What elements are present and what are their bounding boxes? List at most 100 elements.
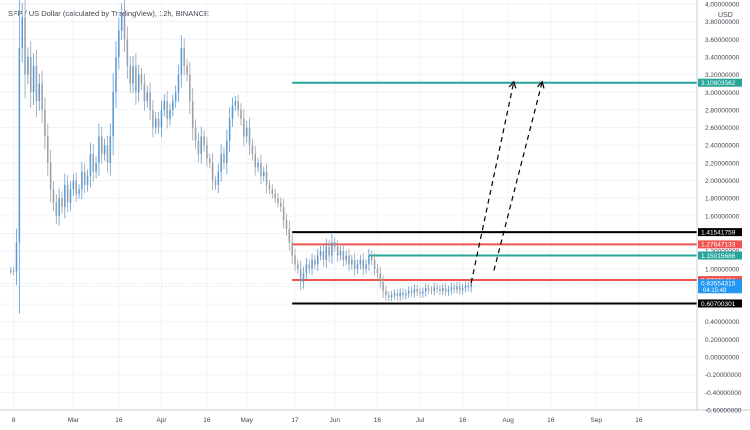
- candle-body: [58, 198, 60, 216]
- candle-body: [376, 268, 379, 274]
- candle-body: [339, 251, 342, 256]
- candle-body: [21, 17, 23, 49]
- candle-body: [342, 251, 345, 260]
- candle-body: [217, 171, 220, 185]
- candle-body: [424, 288, 427, 292]
- candle-body: [95, 162, 97, 172]
- candle-body: [47, 136, 49, 163]
- candle-body: [18, 48, 21, 243]
- candle-body: [49, 162, 52, 190]
- price-tick-label: 1.60000000: [705, 213, 740, 220]
- candle-body: [399, 292, 401, 297]
- candle-body: [265, 171, 268, 185]
- time-tick-label: 16: [115, 417, 123, 424]
- price-tick-label: 3.80000000: [705, 19, 740, 26]
- candle-body: [24, 17, 26, 75]
- price-tick-label: 2.80000000: [705, 107, 740, 114]
- candle-body: [120, 12, 123, 31]
- price-tick-label: 3.00000000: [705, 90, 740, 97]
- candle-body: [180, 48, 183, 75]
- candle-body: [194, 127, 197, 141]
- price-tick-label: 2.40000000: [705, 143, 740, 150]
- candle-body: [183, 48, 185, 66]
- price-tick-label: -0.60000000: [705, 408, 742, 415]
- candle-body: [81, 171, 83, 190]
- candle-body: [15, 242, 18, 272]
- candle-body: [353, 259, 356, 269]
- candle-body: [467, 285, 470, 288]
- price-tick-label: 2.00000000: [705, 178, 740, 185]
- candle-body: [41, 83, 43, 110]
- candle-body: [328, 246, 330, 256]
- candle-body: [52, 189, 55, 203]
- price-tick-label: -0.20000000: [705, 372, 742, 379]
- candle-body: [55, 202, 58, 216]
- candle-body: [302, 273, 305, 283]
- candle-body: [223, 154, 225, 163]
- candle-body: [189, 74, 191, 102]
- candle-body: [75, 180, 77, 194]
- candle-body: [260, 162, 262, 177]
- candle-body: [322, 251, 325, 260]
- candle-body: [243, 118, 245, 137]
- candle-body: [311, 259, 313, 269]
- level-price-label: 1.27647133: [701, 242, 736, 249]
- candle-body: [211, 162, 214, 181]
- candle-body: [12, 270, 15, 272]
- candle-body: [427, 288, 430, 290]
- level-price-label: 1.41541759: [701, 229, 736, 236]
- candle-body: [282, 207, 285, 221]
- candle-body: [231, 105, 234, 119]
- candle-body: [439, 289, 441, 291]
- candle-body: [257, 162, 259, 168]
- candle-body: [248, 127, 251, 146]
- candle-body: [200, 136, 203, 155]
- symbol-title: SFP / US Dollar (calculated by TradingVi…: [8, 9, 210, 18]
- candle-body: [32, 65, 35, 93]
- candle-body: [64, 184, 66, 207]
- candle-body: [240, 109, 242, 119]
- candle-body: [436, 287, 438, 290]
- candle-body: [103, 145, 106, 155]
- current-price-label-bg: [698, 279, 742, 294]
- candle-body: [419, 291, 421, 294]
- candle-body: [405, 293, 407, 296]
- candle-body: [69, 189, 72, 203]
- candle-body: [208, 158, 211, 163]
- candle-body: [237, 101, 239, 110]
- candle-body: [299, 268, 302, 283]
- time-tick-label: 17: [291, 417, 299, 424]
- candle-body: [444, 288, 447, 292]
- candle-body: [294, 255, 296, 265]
- candle-body: [331, 242, 333, 256]
- candle-body: [112, 92, 114, 137]
- price-tick-label: 4.00000000: [705, 2, 740, 9]
- level-price-label: 0.60700301: [701, 301, 736, 308]
- projection-arrow-line[interactable]: [470, 81, 515, 284]
- candle-body: [245, 127, 248, 137]
- projection-arrow-line[interactable]: [493, 81, 543, 271]
- candle-body: [368, 255, 370, 265]
- candle-body: [334, 242, 336, 247]
- candle-body: [393, 293, 396, 296]
- candle-body: [126, 39, 129, 66]
- time-tick-label: 16: [459, 417, 467, 424]
- candle-body: [291, 242, 293, 256]
- price-tick-label: 0.20000000: [705, 337, 740, 344]
- candle-body: [314, 259, 316, 265]
- price-tick-label: 2.20000000: [705, 160, 740, 167]
- candle-body: [160, 109, 163, 128]
- price-tick-label: 0.40000000: [705, 319, 740, 326]
- candle-body: [351, 259, 353, 265]
- candle-body: [433, 287, 436, 291]
- projection-arrow-head: [537, 80, 545, 89]
- candle-body: [137, 74, 140, 93]
- time-tick-label: Mar: [68, 417, 80, 424]
- candle-body: [92, 154, 95, 172]
- candle-body: [274, 193, 276, 199]
- level-price-label-bg: [698, 251, 742, 260]
- candle-body: [146, 92, 149, 102]
- candle-body: [197, 140, 200, 155]
